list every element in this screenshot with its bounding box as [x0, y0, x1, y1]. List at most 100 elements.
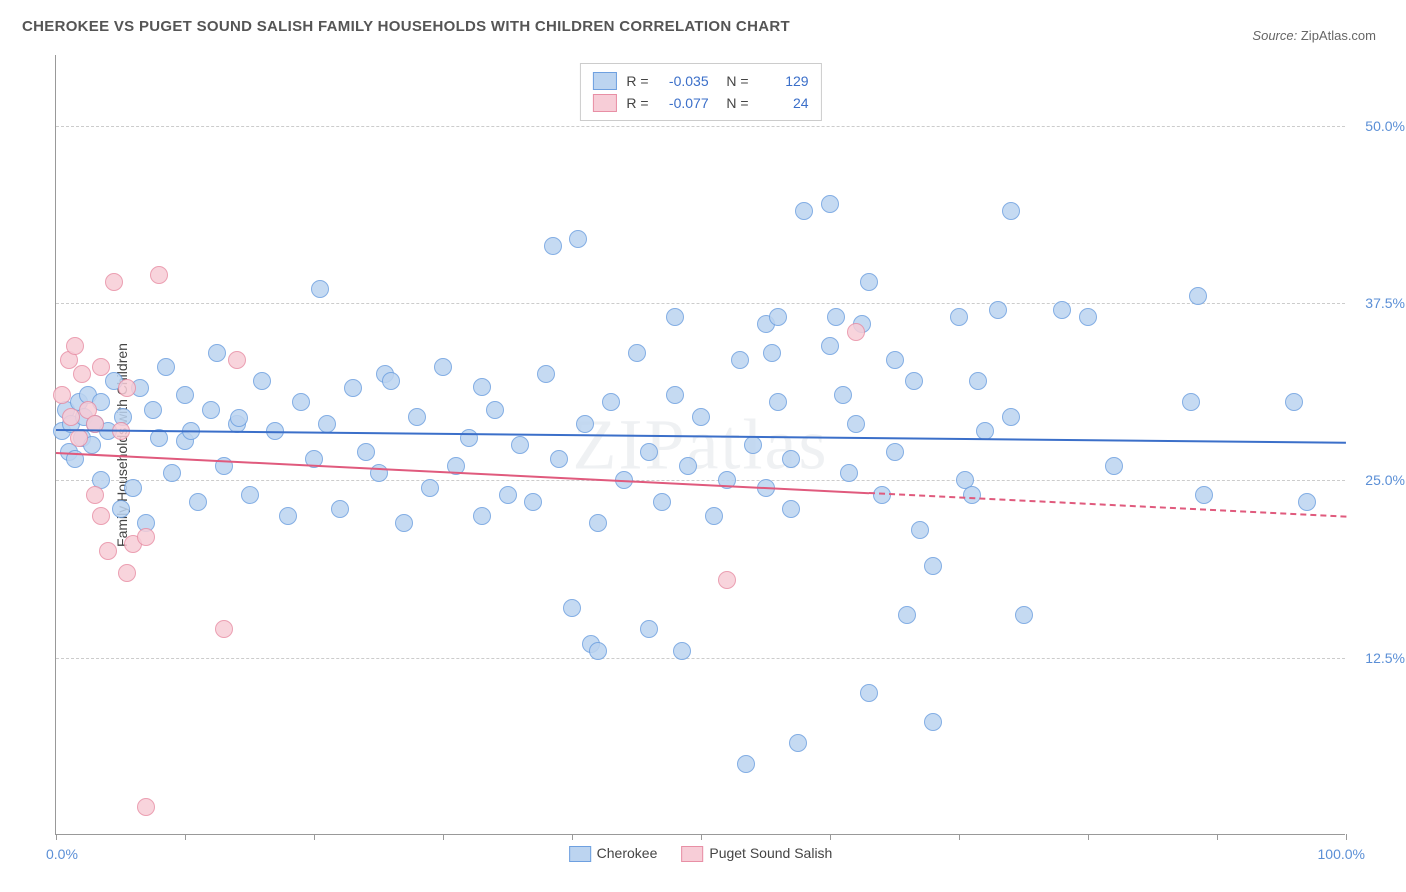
- chart-title: CHEROKEE VS PUGET SOUND SALISH FAMILY HO…: [22, 18, 790, 35]
- scatter-point: [73, 365, 91, 383]
- scatter-point: [202, 401, 220, 419]
- scatter-point: [911, 521, 929, 539]
- r-value-salish: -0.077: [659, 92, 709, 114]
- plot-area: ZIPatlas Family Households with Children…: [55, 55, 1345, 835]
- y-tick-label: 50.0%: [1350, 118, 1405, 134]
- x-tick-mark: [1217, 834, 1218, 840]
- scatter-point: [344, 379, 362, 397]
- scatter-point: [215, 620, 233, 638]
- scatter-point: [1285, 393, 1303, 411]
- n-label: N =: [719, 92, 749, 114]
- n-value-salish: 24: [759, 92, 809, 114]
- scatter-point: [569, 230, 587, 248]
- scatter-point: [827, 308, 845, 326]
- gridline: [56, 658, 1345, 659]
- scatter-point: [524, 493, 542, 511]
- scatter-point: [950, 308, 968, 326]
- correlation-legend: R = -0.035 N = 129 R = -0.077 N = 24: [579, 63, 821, 121]
- legend-item-salish: Puget Sound Salish: [681, 845, 832, 862]
- n-value-cherokee: 129: [759, 70, 809, 92]
- scatter-point: [473, 378, 491, 396]
- scatter-point: [544, 237, 562, 255]
- scatter-point: [834, 386, 852, 404]
- scatter-point: [230, 409, 248, 427]
- scatter-point: [357, 443, 375, 461]
- x-axis-min-label: 0.0%: [46, 846, 78, 862]
- scatter-point: [782, 500, 800, 518]
- scatter-point: [769, 393, 787, 411]
- gridline: [56, 126, 1345, 127]
- scatter-point: [1053, 301, 1071, 319]
- source-label: Source:: [1252, 28, 1297, 43]
- scatter-point: [253, 372, 271, 390]
- scatter-point: [640, 443, 658, 461]
- r-label: R =: [626, 92, 648, 114]
- scatter-point: [311, 280, 329, 298]
- scatter-point: [112, 500, 130, 518]
- scatter-point: [1182, 393, 1200, 411]
- scatter-point: [840, 464, 858, 482]
- source-value: ZipAtlas.com: [1301, 28, 1376, 43]
- source-credit: Source: ZipAtlas.com: [1252, 28, 1376, 43]
- scatter-point: [795, 202, 813, 220]
- scatter-point: [924, 557, 942, 575]
- scatter-point: [241, 486, 259, 504]
- scatter-point: [860, 684, 878, 702]
- scatter-point: [737, 755, 755, 773]
- scatter-point: [666, 308, 684, 326]
- legend-swatch-cherokee: [592, 72, 616, 90]
- scatter-point: [860, 273, 878, 291]
- scatter-point: [924, 713, 942, 731]
- scatter-point: [847, 415, 865, 433]
- scatter-point: [189, 493, 207, 511]
- scatter-point: [886, 351, 904, 369]
- scatter-point: [228, 351, 246, 369]
- scatter-point: [589, 642, 607, 660]
- scatter-point: [331, 500, 349, 518]
- scatter-point: [969, 372, 987, 390]
- scatter-point: [144, 401, 162, 419]
- scatter-point: [499, 486, 517, 504]
- scatter-point: [1298, 493, 1316, 511]
- x-tick-mark: [701, 834, 702, 840]
- legend-swatch-salish: [592, 94, 616, 112]
- x-tick-mark: [443, 834, 444, 840]
- y-tick-label: 12.5%: [1350, 650, 1405, 666]
- scatter-point: [118, 564, 136, 582]
- scatter-point: [563, 599, 581, 617]
- scatter-point: [782, 450, 800, 468]
- scatter-point: [150, 266, 168, 284]
- x-tick-mark: [959, 834, 960, 840]
- scatter-point: [821, 337, 839, 355]
- legend-swatch: [569, 846, 591, 862]
- series-legend: Cherokee Puget Sound Salish: [569, 845, 833, 862]
- scatter-point: [705, 507, 723, 525]
- scatter-point: [789, 734, 807, 752]
- scatter-point: [163, 464, 181, 482]
- scatter-point: [847, 323, 865, 341]
- scatter-point: [550, 450, 568, 468]
- scatter-point: [731, 351, 749, 369]
- scatter-point: [62, 408, 80, 426]
- legend-label: Puget Sound Salish: [709, 845, 832, 861]
- scatter-point: [537, 365, 555, 383]
- scatter-point: [473, 507, 491, 525]
- r-label: R =: [626, 70, 648, 92]
- scatter-point: [395, 514, 413, 532]
- trend-line: [869, 492, 1346, 518]
- x-tick-mark: [185, 834, 186, 840]
- scatter-point: [105, 273, 123, 291]
- scatter-point: [1002, 202, 1020, 220]
- scatter-point: [53, 386, 71, 404]
- scatter-point: [589, 514, 607, 532]
- legend-row: R = -0.035 N = 129: [592, 70, 808, 92]
- scatter-point: [886, 443, 904, 461]
- scatter-point: [92, 358, 110, 376]
- scatter-point: [124, 479, 142, 497]
- scatter-point: [769, 308, 787, 326]
- gridline: [56, 303, 1345, 304]
- scatter-point: [963, 486, 981, 504]
- scatter-point: [66, 337, 84, 355]
- scatter-point: [486, 401, 504, 419]
- scatter-point: [176, 386, 194, 404]
